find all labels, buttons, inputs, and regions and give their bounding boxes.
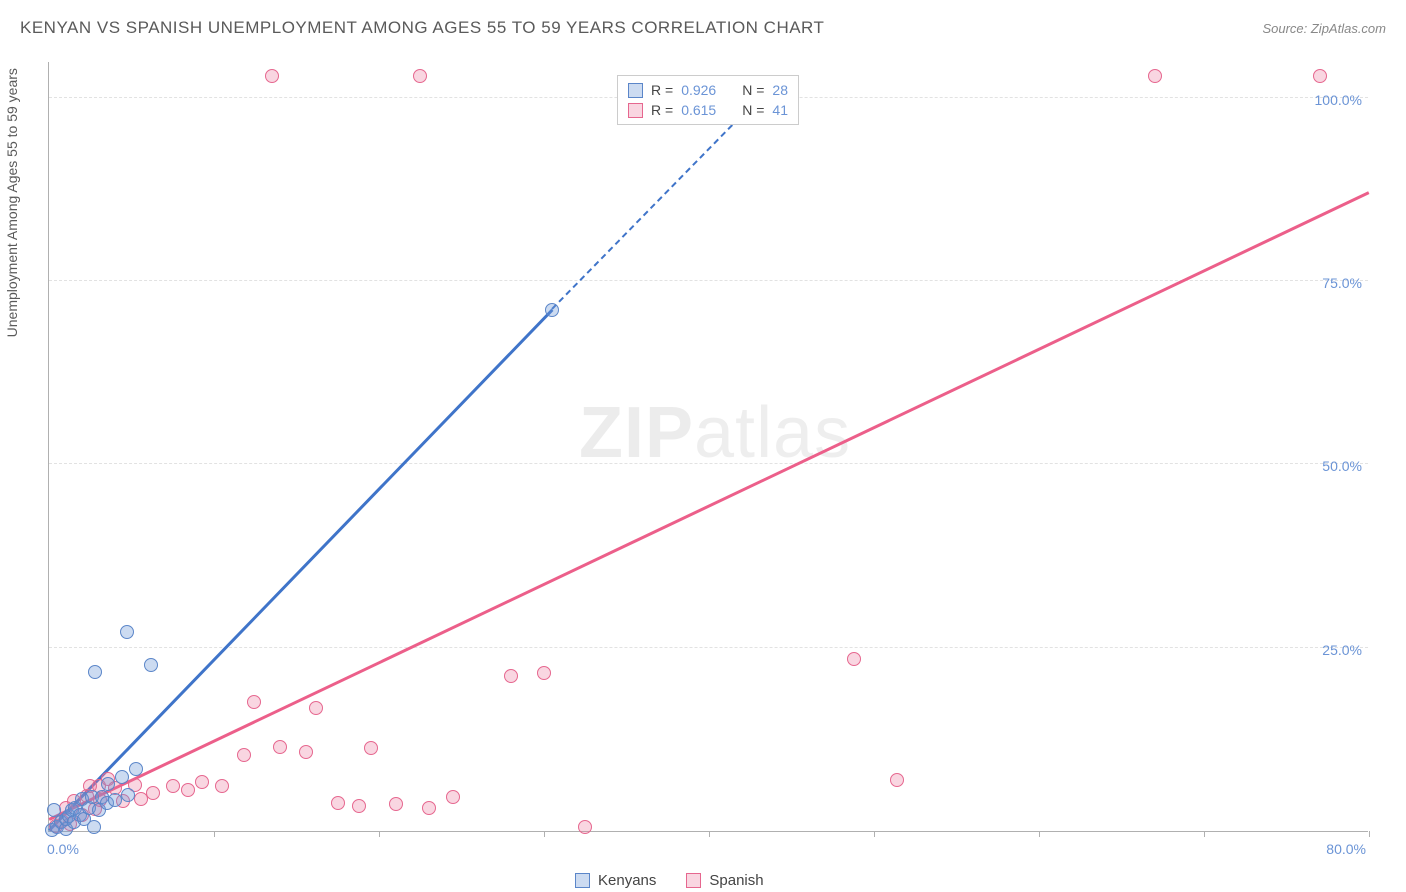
data-point-spanish (504, 669, 518, 683)
data-point-spanish (537, 666, 551, 680)
legend-item-kenyans: Kenyans (575, 872, 656, 889)
trend-line (48, 191, 1369, 820)
chart-title: KENYAN VS SPANISH UNEMPLOYMENT AMONG AGE… (20, 18, 824, 38)
data-point-kenyans (115, 770, 129, 784)
legend: Kenyans Spanish (575, 872, 764, 889)
data-point-spanish (352, 799, 366, 813)
data-point-kenyans (144, 658, 158, 672)
y-tick-label: 100.0% (1315, 92, 1362, 108)
data-point-spanish (364, 741, 378, 755)
data-point-kenyans (87, 820, 101, 834)
x-tick (214, 831, 215, 837)
data-point-spanish (195, 775, 209, 789)
x-tick (874, 831, 875, 837)
data-point-spanish (1148, 69, 1162, 83)
grid-line (49, 647, 1368, 648)
plot-region: ZIPatlas 25.0%50.0%75.0%100.0%0.0%80.0%R… (48, 62, 1368, 832)
data-point-kenyans (101, 777, 115, 791)
data-point-kenyans (129, 762, 143, 776)
grid-line (49, 280, 1368, 281)
x-tick (709, 831, 710, 837)
data-point-spanish (446, 790, 460, 804)
x-tick (1039, 831, 1040, 837)
data-point-spanish (1313, 69, 1327, 83)
data-point-spanish (181, 783, 195, 797)
data-point-kenyans (121, 788, 135, 802)
y-tick-label: 50.0% (1322, 458, 1362, 474)
data-point-spanish (331, 796, 345, 810)
watermark-light: atlas (694, 393, 851, 473)
swatch-kenyans-icon (628, 83, 643, 98)
stats-row-kenyans: R = 0.926 N = 28 (628, 80, 788, 100)
data-point-spanish (273, 740, 287, 754)
data-point-kenyans (88, 665, 102, 679)
x-tick-label-max: 80.0% (1326, 841, 1366, 857)
watermark: ZIPatlas (579, 392, 851, 474)
x-tick (1369, 831, 1370, 837)
data-point-kenyans (545, 303, 559, 317)
watermark-bold: ZIP (579, 393, 694, 473)
source-prefix: Source: (1262, 21, 1310, 36)
data-point-spanish (166, 779, 180, 793)
stats-box: R = 0.926 N = 28 R = 0.615 N = 41 (617, 75, 799, 125)
x-tick (379, 831, 380, 837)
data-point-spanish (847, 652, 861, 666)
stats-n-label: N = (742, 102, 764, 118)
legend-label-spanish: Spanish (709, 872, 763, 889)
grid-line (49, 463, 1368, 464)
data-point-kenyans (120, 625, 134, 639)
data-point-spanish (215, 779, 229, 793)
legend-label-kenyans: Kenyans (598, 872, 656, 889)
data-point-spanish (890, 773, 904, 787)
data-point-spanish (309, 701, 323, 715)
swatch-spanish-icon (686, 873, 701, 888)
data-point-spanish (299, 745, 313, 759)
y-tick-label: 75.0% (1322, 275, 1362, 291)
data-point-kenyans (47, 803, 61, 817)
stats-r-label: R = (651, 102, 673, 118)
swatch-spanish-icon (628, 103, 643, 118)
y-axis-label: Unemployment Among Ages 55 to 59 years (4, 68, 20, 337)
stats-r-label: R = (651, 82, 673, 98)
x-tick (544, 831, 545, 837)
data-point-spanish (247, 695, 261, 709)
source-credit: Source: ZipAtlas.com (1262, 21, 1386, 36)
stats-row-spanish: R = 0.615 N = 41 (628, 100, 788, 120)
swatch-kenyans-icon (575, 873, 590, 888)
legend-item-spanish: Spanish (686, 872, 763, 889)
stats-n-value: 28 (772, 82, 788, 98)
data-point-spanish (413, 69, 427, 83)
stats-n-value: 41 (772, 102, 788, 118)
data-point-spanish (389, 797, 403, 811)
source-name: ZipAtlas.com (1311, 21, 1386, 36)
data-point-spanish (578, 820, 592, 834)
stats-r-value: 0.615 (681, 102, 716, 118)
stats-r-value: 0.926 (681, 82, 716, 98)
data-point-kenyans (108, 793, 122, 807)
data-point-spanish (146, 786, 160, 800)
data-point-spanish (237, 748, 251, 762)
y-tick-label: 25.0% (1322, 642, 1362, 658)
data-point-spanish (422, 801, 436, 815)
x-tick-label-min: 0.0% (47, 841, 79, 857)
data-point-spanish (265, 69, 279, 83)
stats-n-label: N = (742, 82, 764, 98)
x-tick (1204, 831, 1205, 837)
chart-area: Unemployment Among Ages 55 to 59 years Z… (0, 52, 1406, 892)
